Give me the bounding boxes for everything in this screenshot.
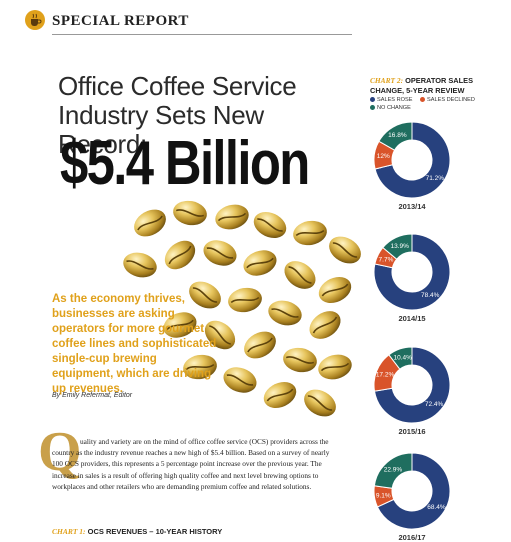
donut-chart-2013-14: 71.2% 12% 16.8%	[373, 121, 451, 199]
coffee-cup-logo-icon	[25, 10, 45, 30]
slice-label-no-change: 10.4%	[393, 355, 412, 362]
coffee-bean	[164, 240, 196, 270]
slice-sales-rose	[376, 452, 451, 530]
headline: Office Coffee Service Industry Sets New …	[58, 72, 358, 159]
slice-label-sales-declined: 7.7%	[379, 256, 394, 263]
legend-label-no-change: NO CHANGE	[377, 105, 411, 111]
coffee-bean	[183, 354, 217, 380]
coffee-bean	[163, 312, 197, 338]
article-body: uality and variety are on the mind of of…	[52, 437, 330, 491]
report-header: SPECIAL REPORT	[0, 0, 511, 40]
legend-item-no-change: NO CHANGE	[370, 104, 411, 112]
slice-no-change	[378, 121, 413, 151]
slice-label-sales-declined: 9.1%	[376, 492, 391, 499]
slice-sales-rose	[373, 233, 451, 311]
coffee-bean	[253, 211, 287, 239]
slice-label-no-change: 22.9%	[384, 466, 403, 473]
slice-label-no-change: 16.8%	[388, 132, 407, 139]
chart-2-prefix: CHART 2:	[370, 76, 404, 85]
chart-1-title: OCS REVENUES – 10-YEAR HISTORY	[85, 527, 223, 536]
slice-label-sales-rose: 78.4%	[421, 292, 440, 299]
coffee-bean	[304, 389, 336, 417]
donut-chart-2014-15: 78.4% 7.7% 13.9%	[373, 233, 451, 311]
coffee-bean	[223, 367, 257, 393]
slice-no-change	[373, 452, 413, 489]
legend-label-sales-declined: SALES DECLINED	[427, 97, 475, 103]
chart-2-title-text: OPERATOR SALES CHANGE, 5-YEAR REVIEW	[370, 76, 474, 95]
headline-big-number: $5.4 Billion	[60, 129, 310, 198]
coffee-bean	[268, 300, 302, 326]
legend-swatch-no-change	[370, 105, 375, 111]
coffee-bean	[189, 281, 221, 309]
slice-label-sales-rose: 68.4%	[427, 504, 446, 511]
slice-label-no-change: 13.9%	[391, 243, 410, 250]
slice-label-sales-rose: 72.4%	[425, 401, 444, 408]
coffee-bean	[215, 204, 249, 230]
slice-no-change	[382, 233, 413, 260]
coffee-bean	[283, 347, 317, 373]
slice-no-change	[388, 346, 413, 370]
coffee-bean	[329, 236, 361, 264]
slice-label-sales-rose: 71.2%	[426, 175, 445, 182]
slice-sales-rose	[374, 121, 451, 199]
coffee-bean	[244, 331, 276, 359]
donut-year-label: 2014/15	[398, 314, 426, 323]
donut-year-label: 2016/17	[398, 533, 426, 542]
coffee-bean	[134, 209, 166, 237]
donut-chart-2015-16: 72.4% 17.2% 10.4%	[373, 346, 451, 424]
coffee-bean	[318, 354, 352, 380]
legend-swatch-sales-rose	[370, 97, 375, 103]
header-divider	[52, 34, 352, 35]
legend-item-sales-rose: SALES ROSE	[370, 96, 412, 104]
chart-legend: SALES ROSE SALES DECLINED NO CHANGE	[370, 96, 506, 112]
headline-line-1: Office Coffee Service	[58, 71, 297, 101]
coffee-bean	[204, 320, 236, 350]
drop-cap: Q	[38, 421, 82, 483]
byline: By Emily Refermat, Editor	[52, 392, 133, 399]
article-deck: As the economy thrives, businesses are a…	[52, 293, 217, 395]
slice-sales-rose	[373, 346, 451, 424]
coffee-bean	[243, 250, 277, 276]
chart-1-label: CHART 1: OCS REVENUES – 10-YEAR HISTORY	[52, 527, 222, 536]
coffee-bean	[228, 287, 262, 313]
coffee-bean	[203, 240, 237, 266]
coffee-beans-image	[123, 200, 361, 417]
legend-label-sales-rose: SALES ROSE	[377, 97, 413, 103]
coffee-bean	[293, 220, 327, 246]
coffee-bean	[173, 200, 207, 226]
section-title: SPECIAL REPORT	[52, 13, 189, 29]
donut-year-label: 2013/14	[398, 202, 426, 211]
coffee-bean	[309, 311, 341, 339]
coffee-bean	[318, 276, 352, 304]
chart-2-title: CHART 2: OPERATOR SALES CHANGE, 5-YEAR R…	[370, 76, 500, 96]
coffee-bean	[284, 261, 316, 289]
slice-label-sales-declined: 12%	[377, 153, 390, 160]
coffee-bean	[263, 381, 297, 409]
donut-chart-2016-17: 68.4% 9.1% 22.9%	[373, 452, 451, 530]
headline-line-2: Industry Sets New Record:	[58, 100, 264, 159]
chart-1-prefix: CHART 1:	[52, 527, 86, 536]
coffee-bean	[123, 252, 157, 278]
slice-label-sales-declined: 17.2%	[376, 372, 395, 379]
legend-item-sales-declined: SALES DECLINED	[420, 96, 475, 104]
donut-year-label: 2015/16	[398, 427, 426, 436]
legend-swatch-sales-declined	[420, 97, 426, 103]
